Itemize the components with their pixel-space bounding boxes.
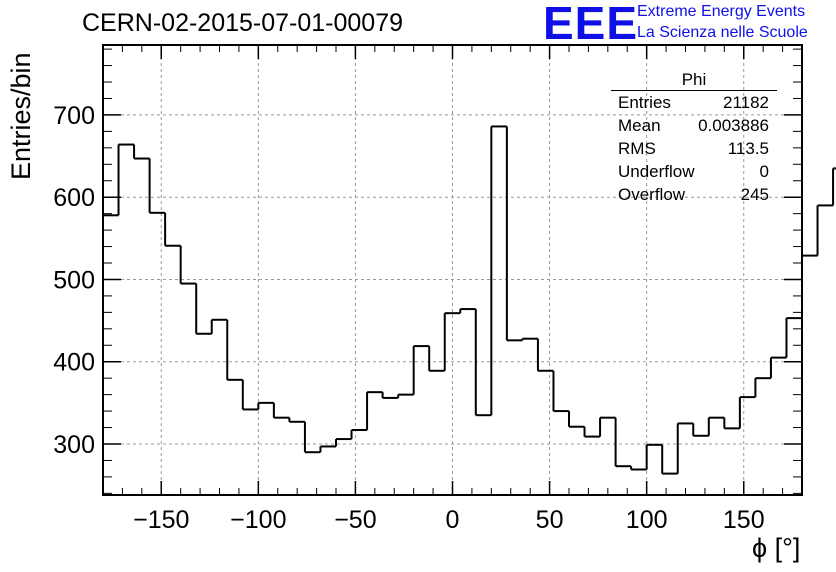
x-tick-label: −100 (230, 506, 286, 534)
stats-row-mean: Mean 0.003886 (611, 114, 777, 137)
stats-title: Phi (611, 70, 777, 91)
stats-row-entries: Entries 21182 (611, 91, 777, 114)
stats-value: 0 (759, 162, 769, 181)
x-tick-label: 100 (626, 506, 668, 534)
logo-subtitle-line2: La Scienza nelle Scuole (637, 24, 808, 41)
stats-box: Phi Entries 21182 Mean 0.003886 RMS 113.… (611, 70, 777, 206)
y-axis-label: Entries/bin (6, 52, 36, 180)
x-tick-label: 50 (536, 506, 564, 534)
stats-value: 0.003886 (698, 116, 769, 135)
y-tick-label: 700 (53, 102, 95, 130)
x-tick-label: −50 (334, 506, 376, 534)
stats-value: 245 (740, 185, 769, 204)
stats-row-rms: RMS 113.5 (611, 137, 777, 160)
stats-row-overflow: Overflow 245 (611, 183, 777, 206)
logo-subtitle-line1: Extreme Energy Events (637, 3, 806, 20)
stats-value: 113.5 (727, 139, 769, 158)
y-tick-label: 400 (53, 349, 95, 377)
stats-label: Underflow (618, 162, 695, 181)
stats-label: RMS (618, 139, 656, 158)
x-tick-label: −150 (133, 506, 189, 534)
stats-label: Mean (618, 116, 661, 135)
stats-row-underflow: Underflow 0 (611, 160, 777, 183)
stats-label: Entries (618, 93, 671, 112)
x-tick-label: 0 (446, 506, 460, 534)
y-tick-label: 300 (53, 431, 95, 459)
run-title: CERN-02-2015-07-01-00079 (82, 9, 404, 37)
stats-value: 21182 (722, 93, 769, 112)
eee-logo: EEE (543, 0, 639, 49)
x-tick-label: 150 (723, 506, 765, 534)
y-tick-label: 600 (53, 184, 95, 212)
stats-label: Overflow (618, 185, 686, 204)
y-tick-label: 500 (53, 266, 95, 294)
x-axis-label: ϕ [°] (752, 533, 801, 563)
